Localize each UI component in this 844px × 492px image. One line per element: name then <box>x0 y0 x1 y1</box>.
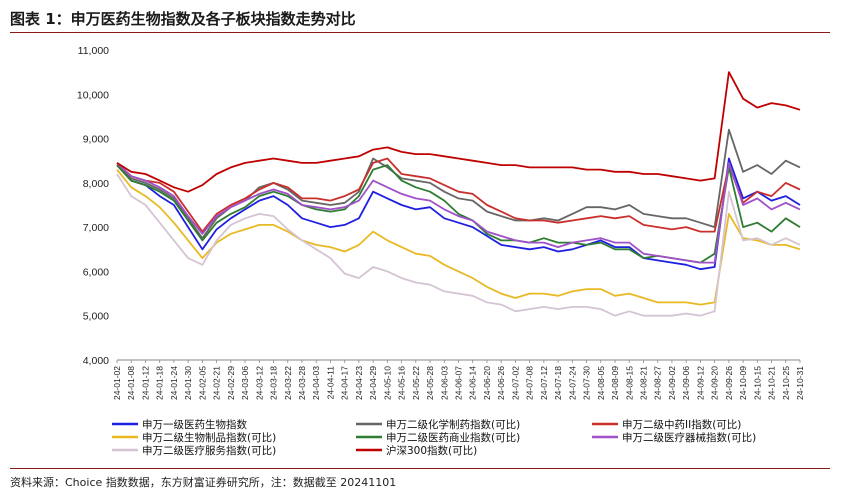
legend-label: 申万二级医疗服务指数(可比) <box>142 444 276 457</box>
x-tick-label: 24-02-29 <box>226 366 236 400</box>
x-tick-label: 24-04-17 <box>340 366 350 400</box>
x-tick-label: 24-07-12 <box>539 366 549 400</box>
x-tick-label: 24-05-28 <box>425 366 435 400</box>
x-tick-label: 24-09-06 <box>681 366 691 400</box>
x-tick-label: 24-05-10 <box>382 366 392 400</box>
x-tick-label: 24-10-31 <box>795 366 805 400</box>
x-tick-label: 24-08-05 <box>596 366 606 400</box>
x-axis: 24-01-02 24-01-08 24-01-12 24-01-18 24-01-24… <box>112 359 805 400</box>
x-tick-label: 24-02-05 <box>197 366 207 400</box>
source-note: 资料来源：Choice 指数数据，东方财富证券研究所，注：数据截至 202411… <box>10 476 397 489</box>
y-tick-label: 7,000 <box>83 222 109 234</box>
x-tick-label: 24-01-18 <box>155 366 165 400</box>
y-tick-label: 11,000 <box>78 45 109 57</box>
x-tick-label: 24-03-12 <box>254 366 264 400</box>
x-tick-label: 24-01-12 <box>140 366 150 400</box>
title-rule <box>10 32 830 33</box>
x-tick-label: 24-04-03 <box>311 366 321 400</box>
x-tick-label: 24-06-26 <box>496 366 506 400</box>
series-line <box>116 71 801 193</box>
x-tick-label: 24-01-24 <box>169 366 179 400</box>
x-tick-label: 24-08-27 <box>653 366 663 400</box>
legend-label: 申万二级医疗器械指数(可比) <box>622 431 756 444</box>
y-tick-label: 4,000 <box>83 355 109 367</box>
x-tick-label: 24-09-20 <box>710 366 720 400</box>
x-tick-label: 24-06-14 <box>468 366 478 400</box>
legend-label: 申万二级生物制品指数(可比) <box>142 431 276 444</box>
x-tick-label: 24-08-21 <box>638 366 648 400</box>
x-tick-label: 24-10-15 <box>752 366 762 400</box>
y-tick-label: 10,000 <box>77 89 109 101</box>
x-tick-label: 24-09-02 <box>667 366 677 400</box>
x-tick-label: 24-10-09 <box>738 366 748 400</box>
x-tick-label: 24-07-18 <box>553 366 563 400</box>
y-tick-label: 5,000 <box>83 311 109 323</box>
legend-label: 申万二级中药II指数(可比) <box>622 418 741 431</box>
x-tick-label: 24-02-21 <box>212 366 222 400</box>
x-tick-label: 24-07-02 <box>510 366 520 400</box>
x-tick-label: 24-04-11 <box>325 366 335 400</box>
source-rule <box>10 468 830 469</box>
legend-label: 申万二级化学制药指数(可比) <box>386 418 520 431</box>
x-tick-label: 24-06-03 <box>439 366 449 400</box>
series-line <box>116 162 801 264</box>
chart-canvas: 4,000 5,000 6,000 7,000 8,000 9,000 10,000 11,0… <box>77 45 805 457</box>
x-tick-label: 24-09-26 <box>724 366 734 400</box>
x-tick-label: 24-08-15 <box>624 366 634 400</box>
x-tick-label: 24-04-23 <box>354 366 364 400</box>
x-tick-label: 24-10-21 <box>767 366 777 400</box>
legend-label: 申万一级医药生物指数 <box>142 418 247 431</box>
legend-label: 沪深300指数(可比) <box>386 444 477 457</box>
x-tick-label: 24-03-28 <box>297 366 307 400</box>
chart-title: 图表 1：申万医药生物指数及各子板块指数走势对比 <box>10 10 356 28</box>
x-tick-label: 24-03-18 <box>269 366 279 400</box>
series-line <box>116 157 801 233</box>
x-tick-label: 24-01-08 <box>126 366 136 400</box>
y-tick-label: 9,000 <box>83 134 109 146</box>
x-tick-label: 24-07-24 <box>567 366 577 400</box>
x-tick-label: 24-07-30 <box>582 366 592 400</box>
x-tick-label: 24-03-06 <box>240 366 250 400</box>
y-tick-label: 6,000 <box>83 266 109 278</box>
y-tick-label: 8,000 <box>83 178 109 190</box>
x-tick-label: 24-07-08 <box>525 366 535 400</box>
plot-area <box>116 71 801 317</box>
x-tick-label: 24-05-16 <box>397 366 407 400</box>
x-tick-label: 24-05-22 <box>411 366 421 400</box>
legend-label: 申万二级医药商业指数(可比) <box>386 431 520 444</box>
series-line <box>116 173 801 317</box>
y-axis: 4,000 5,000 6,000 7,000 8,000 9,000 10,000 11,0… <box>77 45 109 367</box>
series-line <box>116 169 801 306</box>
x-tick-label: 24-09-12 <box>695 366 705 400</box>
legend: 申万一级医药生物指数 申万二级化学制药指数(可比) 申万二级中药II指数(可比)申万… <box>112 418 756 457</box>
x-tick-label: 24-06-07 <box>454 366 464 400</box>
series-line <box>116 157 801 271</box>
x-tick-label: 24-04-29 <box>368 366 378 400</box>
x-tick-label: 24-06-20 <box>482 366 492 400</box>
x-tick-label: 24-08-09 <box>610 366 620 400</box>
x-tick-label: 24-10-25 <box>781 366 791 400</box>
x-tick-label: 24-01-30 <box>183 366 193 400</box>
x-tick-label: 24-01-02 <box>112 366 122 400</box>
x-tick-label: 24-03-22 <box>283 366 293 400</box>
